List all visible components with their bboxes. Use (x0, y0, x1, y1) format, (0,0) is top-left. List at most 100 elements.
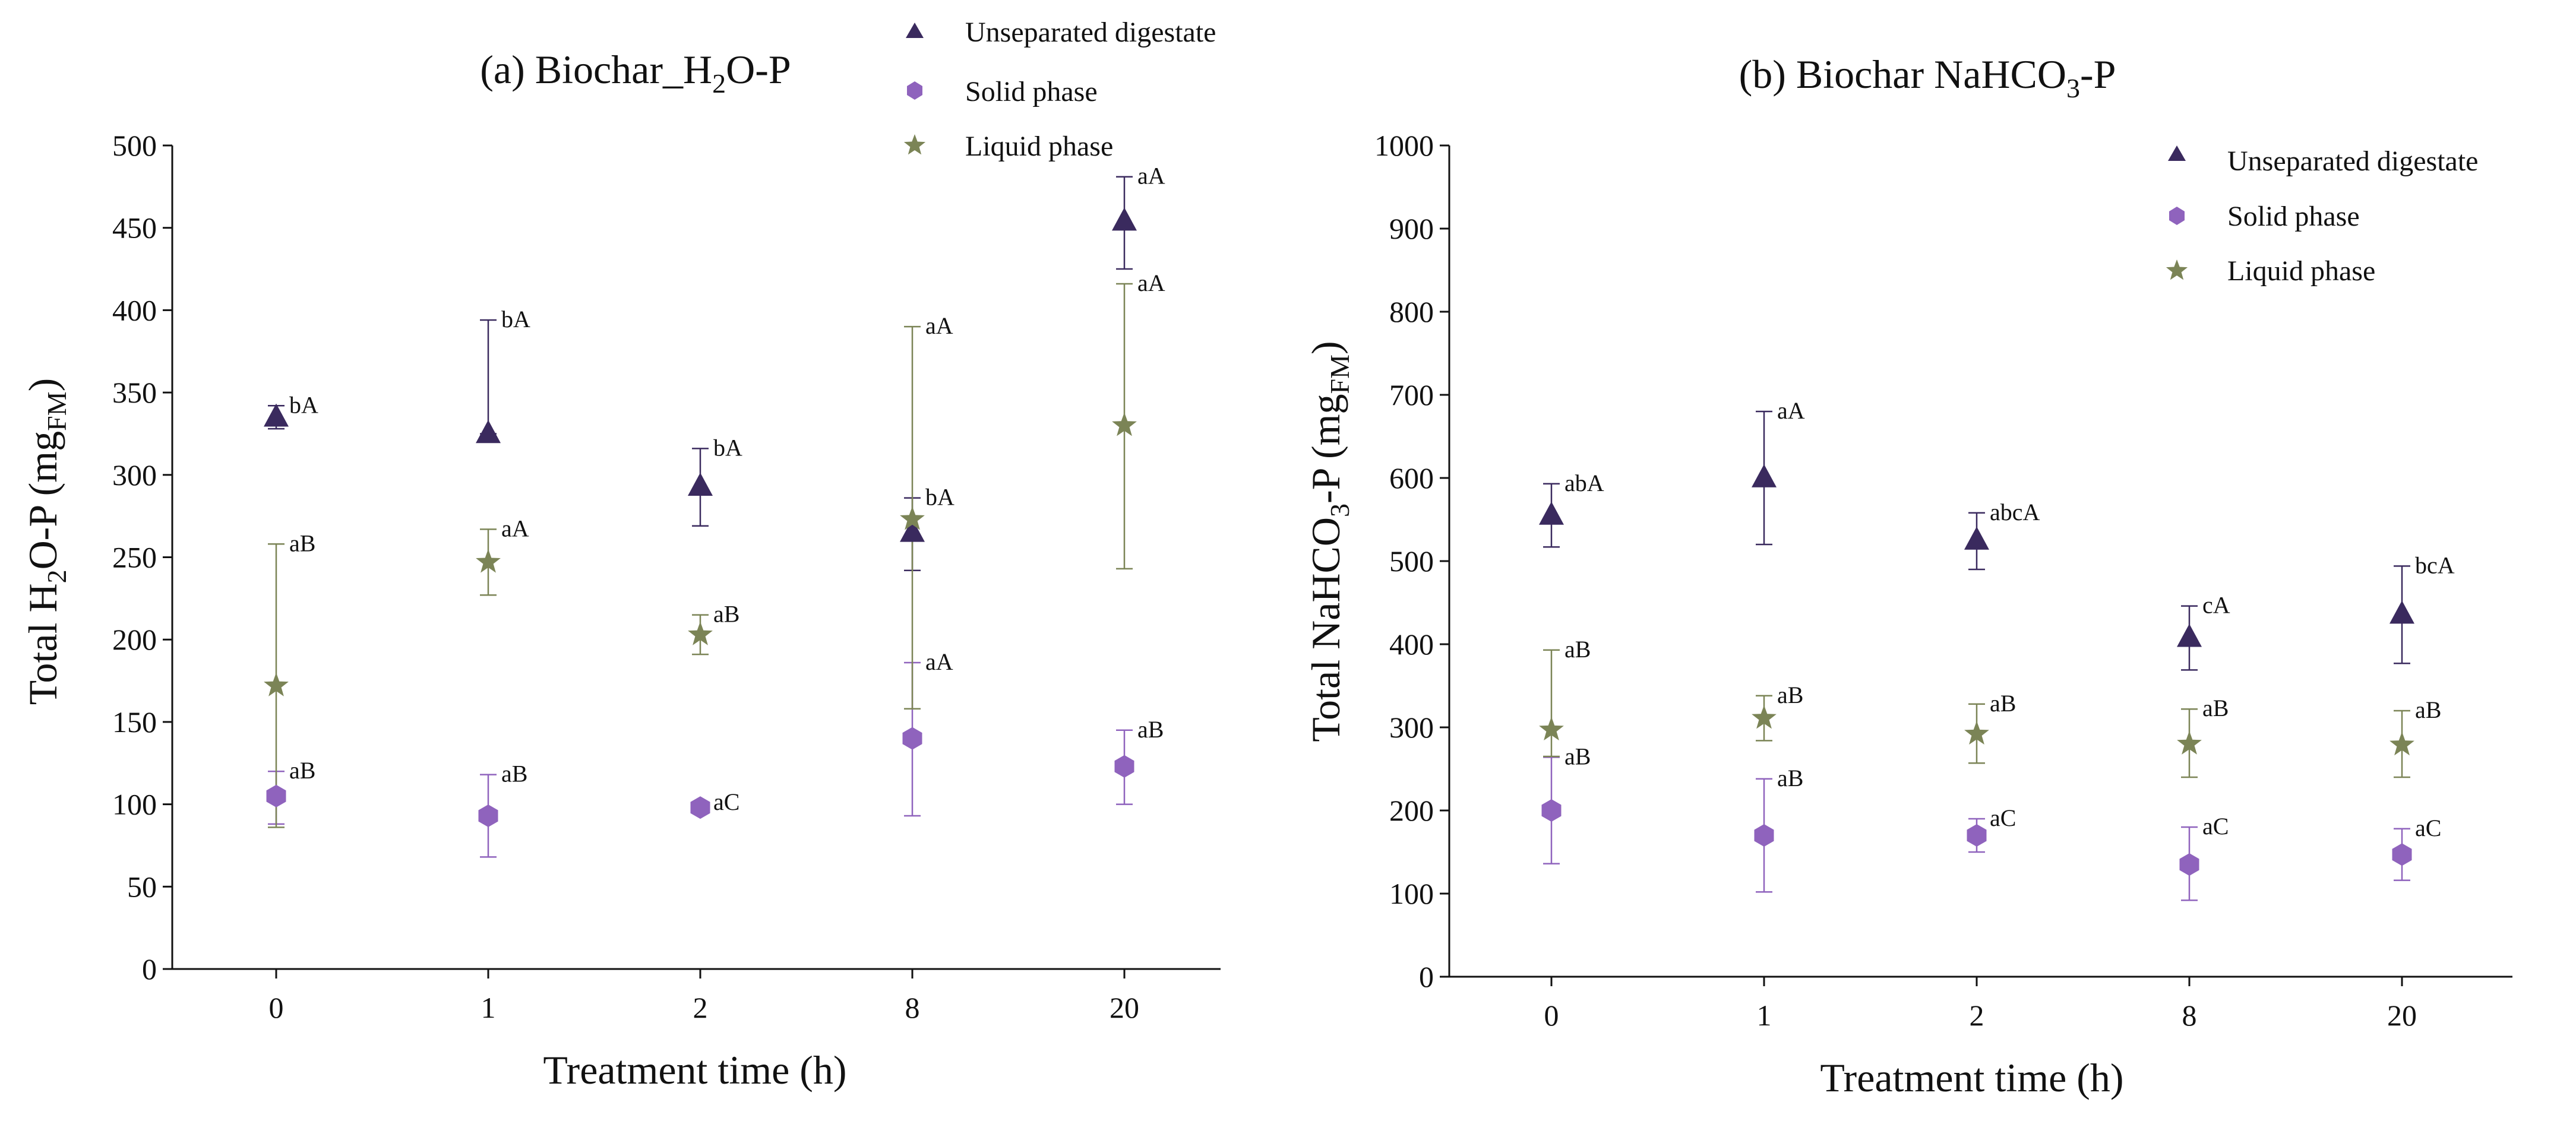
unseparated-significance-label: aA (1777, 397, 1805, 424)
legend-a-star-icon (903, 134, 926, 155)
legend-a-unseparated-label: Unseparated digestate (965, 17, 1216, 48)
y-tick-label: 400 (1389, 628, 1434, 661)
solid-point (2179, 853, 2199, 876)
panel-b-ylabel: Total NaHCO3-P (mgFM) (1303, 341, 1355, 742)
solid-significance-label: aC (713, 788, 739, 815)
solid-significance-label: aC (1990, 805, 2016, 831)
y-tick-label: 300 (112, 458, 157, 492)
liquid-error-bar (1543, 649, 1560, 758)
liquid-point (2389, 732, 2414, 756)
unseparated-significance-label: bA (289, 391, 318, 418)
legend-a-liquid-label: Liquid phase (965, 131, 1113, 162)
legend-b-triangle-icon (2168, 145, 2186, 161)
x-tick-label: 2 (1970, 999, 1984, 1032)
unseparated-significance-label: abA (1564, 470, 1604, 496)
liquid-significance-label: aB (1777, 682, 1803, 708)
y-tick-label: 300 (1389, 711, 1434, 744)
liquid-point (1964, 721, 1989, 745)
liquid-significance-label: aB (1564, 636, 1591, 663)
legend-b-star-icon (2166, 259, 2188, 280)
legend-b-liquid: Liquid phase (2166, 255, 2375, 287)
solid-point (2392, 843, 2412, 866)
panel-b-plot: 0 100 200 300 400 500 600 700 800 900 1000 0 1 2 8 20 ab… (1374, 129, 2512, 1032)
y-tick-label: 700 (1389, 378, 1434, 411)
liquid-point (1539, 717, 1564, 740)
liquid-point (476, 549, 501, 573)
x-tick-label: 20 (1110, 991, 1139, 1024)
solid-point (902, 727, 922, 750)
y-tick-label: 0 (142, 952, 157, 986)
panel-a-xlabel: Treatment time (h) (543, 1047, 846, 1092)
solid-point (690, 796, 710, 819)
legend-b-unseparated: Unseparated digestate (2168, 145, 2478, 177)
y-tick-label: 600 (1389, 461, 1434, 495)
unseparated-point (1752, 464, 1777, 487)
x-tick-label: 2 (693, 991, 708, 1024)
y-tick-label: 900 (1389, 212, 1434, 245)
solid-significance-label: aB (501, 761, 527, 787)
unseparated-point (900, 518, 925, 542)
unseparated-point (476, 420, 501, 444)
unseparated-point (1539, 501, 1564, 525)
unseparated-point (1112, 207, 1137, 231)
y-tick-label: 1000 (1374, 129, 1434, 162)
unseparated-significance-label: bcA (2415, 552, 2455, 578)
unseparated-significance-label: cA (2202, 592, 2230, 619)
unseparated-point (688, 473, 713, 496)
y-tick-label: 0 (1419, 960, 1434, 993)
panel-a-legend: Unseparated digestate Solid phase Liquid… (903, 17, 1216, 162)
y-tick-label: 250 (112, 541, 157, 574)
panel-a-ylabel: Total H2O-P (mgFM) (20, 378, 72, 705)
legend-a-solid: Solid phase (907, 76, 1098, 107)
liquid-point (1112, 412, 1137, 436)
panel-b: (b) Biochar NaHCO3-P 0100200300400500600… (1303, 52, 2512, 1100)
panel-b-legend: Unseparated digestate Solid phase Liquid… (2166, 145, 2478, 287)
x-tick-label: 8 (905, 991, 920, 1024)
legend-b-solid: Solid phase (2169, 201, 2360, 232)
x-tick-label: 0 (1544, 999, 1559, 1032)
solid-significance-label: aC (2415, 815, 2441, 841)
y-tick-label: 500 (112, 129, 157, 162)
y-tick-label: 50 (127, 870, 157, 903)
x-tick-label: 1 (481, 991, 496, 1024)
solid-significance-label: aB (289, 757, 315, 784)
panel-a-plot: 0 50 100 150 200 250 300 350 400 450 500 0 1 2 8 20 bA bA… (112, 129, 1221, 1024)
legend-a-solid-label: Solid phase (965, 76, 1098, 107)
panel-a: (a) Biochar_H2O-P 0501001502002503003504… (20, 17, 1221, 1092)
y-tick-label: 150 (112, 705, 157, 739)
solid-significance-label: aB (1564, 743, 1591, 770)
liquid-significance-label: aB (2415, 696, 2441, 723)
solid-point (1754, 824, 1774, 847)
legend-b-liquid-label: Liquid phase (2227, 255, 2375, 287)
y-tick-label: 100 (112, 788, 157, 821)
unseparated-significance-label: bA (925, 484, 954, 511)
legend-a-triangle-icon (906, 23, 924, 38)
panel-b-xlabel: Treatment time (h) (1820, 1055, 2123, 1100)
solid-significance-label: aA (925, 648, 953, 675)
solid-point (266, 784, 286, 808)
legend-b-solid-label: Solid phase (2227, 201, 2360, 232)
unseparated-point (264, 403, 289, 427)
legend-a-liquid: Liquid phase (903, 131, 1113, 162)
solid-point (1114, 755, 1134, 778)
y-tick-label: 100 (1389, 877, 1434, 910)
liquid-significance-label: aB (289, 530, 315, 556)
liquid-significance-label: aA (925, 312, 953, 339)
panel-b-title: (b) Biochar NaHCO3-P (1739, 52, 2116, 103)
y-tick-label: 400 (112, 293, 157, 327)
unseparated-point (2177, 623, 2202, 647)
solid-point (478, 805, 498, 827)
liquid-point (2177, 731, 2202, 755)
liquid-point (1752, 705, 1777, 729)
legend-a-hexagon-icon (907, 81, 922, 100)
unseparated-significance-label: aA (1137, 163, 1165, 189)
unseparated-significance-label: bA (713, 434, 742, 461)
solid-significance-label: aC (2202, 813, 2229, 840)
y-tick-label: 200 (1389, 794, 1434, 827)
solid-point (1541, 799, 1562, 822)
liquid-point (900, 506, 925, 530)
legend-b-unseparated-label: Unseparated digestate (2227, 145, 2478, 177)
solid-point (1967, 824, 1987, 847)
panel-a-title: (a) Biochar_H2O-P (480, 47, 791, 99)
